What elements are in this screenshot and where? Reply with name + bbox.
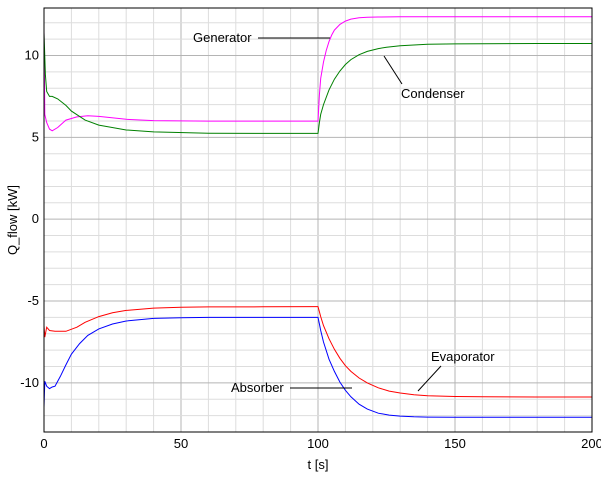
x-axis-title: t [s] <box>308 457 329 472</box>
annotation-leader-evaporator <box>417 365 442 392</box>
y-tick-label: -10 <box>20 375 39 390</box>
series-line-absorber <box>43 316 592 418</box>
y-tick-label: 5 <box>32 129 39 144</box>
y-tick-label: 10 <box>25 47 39 62</box>
x-tick-label: 0 <box>40 436 47 451</box>
annotation-leader-condenser <box>383 55 403 85</box>
annotation-label-condenser: Condenser <box>401 86 465 101</box>
y-axis-title: Q_flow [kW] <box>5 185 20 255</box>
annotation-label-generator: Generator <box>193 30 252 45</box>
series-lines <box>43 16 592 418</box>
series-line-condenser <box>43 32 592 134</box>
x-tick-label: 200 <box>581 436 601 451</box>
grid-lines <box>43 8 593 433</box>
series-line-generator <box>43 16 592 132</box>
x-tick-label: 50 <box>174 436 188 451</box>
series-annotations: Generator Condenser Evaporator Absorber <box>193 30 495 395</box>
series-line-evaporator <box>43 306 592 398</box>
x-tick-label: 100 <box>307 436 329 451</box>
y-tick-label: -5 <box>27 293 39 308</box>
x-tick-label: 150 <box>444 436 466 451</box>
plot-frame <box>43 7 593 433</box>
annotation-label-evaporator: Evaporator <box>431 349 495 364</box>
annotation-label-absorber: Absorber <box>231 380 284 395</box>
y-tick-label: 0 <box>32 211 39 226</box>
tick-labels: 0 50 100 150 200 -10 -5 0 5 10 <box>20 47 601 451</box>
